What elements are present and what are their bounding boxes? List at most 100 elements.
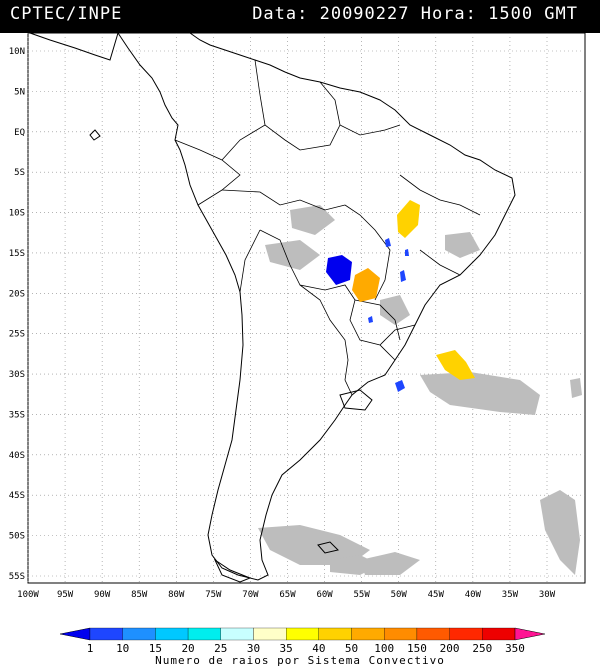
colorbar-value: 15	[148, 642, 162, 655]
lon-label: 90W	[94, 590, 111, 600]
colorbar-segment	[416, 627, 450, 641]
border	[339, 124, 401, 136]
lat-label: 30S	[9, 370, 25, 380]
coast-inlet	[339, 389, 373, 411]
colorbar-value: 40	[312, 642, 326, 655]
lon-label: 65W	[279, 590, 296, 600]
lat-label: 40S	[9, 451, 25, 461]
convective-systems	[326, 200, 475, 392]
lon-label: 95W	[57, 590, 74, 600]
colorbar-segment	[122, 627, 156, 641]
lon-label: 45W	[428, 590, 445, 600]
system-blue-small	[385, 238, 391, 247]
lat-label: 10S	[9, 209, 25, 219]
colorbar-segment	[318, 627, 352, 641]
tierra-del-fuego	[213, 558, 252, 583]
cloud-patch	[380, 295, 410, 325]
cloud-patch	[360, 552, 420, 575]
lat-label: 45S	[9, 491, 25, 501]
lon-label: 80W	[168, 590, 185, 600]
cloud-patch	[420, 372, 540, 415]
system-yellow-ocean	[436, 350, 475, 380]
system-yellow-north	[397, 200, 420, 238]
border	[344, 204, 391, 301]
map-frame-border	[27, 32, 586, 584]
border	[399, 174, 481, 216]
colorbar-arrow-left	[59, 627, 91, 641]
colorbar-value: 200	[439, 642, 460, 655]
colorbar	[59, 627, 546, 641]
lat-label: 55S	[9, 572, 25, 582]
lat-label: 10N	[9, 47, 25, 57]
cloud-patch	[258, 525, 370, 565]
colorbar-segment	[384, 627, 418, 641]
south-america-coast	[117, 32, 516, 581]
border	[221, 189, 346, 211]
lat-label: 5S	[14, 168, 25, 178]
system-blue-small	[405, 249, 409, 256]
lat-label: 50S	[9, 532, 25, 542]
coastlines	[29, 32, 516, 583]
cloud-patch	[540, 490, 580, 575]
lon-label: 100W	[17, 590, 39, 600]
border	[379, 324, 416, 346]
system-orange-central	[352, 268, 380, 302]
lat-label: 20S	[9, 289, 25, 299]
latitude-labels: 10N 5N EQ 5S 10S 15S 20S 25S 30S 35S 40S 45S 50S 55S	[9, 47, 25, 582]
cloud-cover	[258, 205, 582, 575]
system-blue-south	[395, 380, 405, 392]
colorbar-value: 1	[86, 642, 94, 655]
lon-label: 35W	[502, 590, 519, 600]
cloud-patch	[290, 205, 335, 235]
colorbar-caption: Numero de raios por Sistema Convectivo	[155, 654, 445, 667]
colorbar-value: 250	[472, 642, 493, 655]
colorbar-segment	[220, 627, 254, 641]
border	[239, 229, 261, 293]
country-borders	[174, 59, 481, 396]
lon-label: 55W	[354, 590, 371, 600]
central-america-coast	[29, 32, 119, 61]
colorbar-arrow-right	[514, 627, 546, 641]
colorbar-segment	[351, 627, 385, 641]
galapagos-islands	[89, 129, 101, 141]
border	[221, 124, 266, 161]
border	[259, 229, 396, 361]
border	[419, 249, 461, 276]
colorbar-segment	[155, 627, 189, 641]
border	[254, 59, 341, 151]
colorbar-segment	[89, 627, 123, 641]
colorbar-value: 150	[406, 642, 427, 655]
colorbar-value: 50	[344, 642, 359, 655]
system-blue-west	[326, 255, 352, 285]
lat-label: EQ	[14, 128, 25, 138]
falkland-islands	[317, 541, 339, 554]
graticule	[27, 33, 585, 583]
lon-label: 60W	[316, 590, 333, 600]
cloud-patch	[265, 240, 320, 270]
longitude-labels: 100W 95W 90W 85W 80W 75W 70W 65W 60W 55W 50W 45W 40W…	[17, 590, 556, 600]
lat-label: 15S	[9, 249, 25, 259]
cloud-patch	[445, 232, 480, 258]
border	[354, 299, 401, 341]
colorbar-value: 20	[181, 642, 195, 655]
lon-label: 50W	[391, 590, 408, 600]
source-title: CPTEC/INPE	[10, 4, 123, 24]
colorbar-value: 25	[214, 642, 228, 655]
colorbar-value: 100	[374, 642, 395, 655]
colorbar-segment	[187, 627, 221, 641]
colorbar-value: 10	[116, 642, 130, 655]
lon-label: 40W	[465, 590, 482, 600]
lat-label: 5N	[14, 87, 25, 97]
lon-label: 75W	[205, 590, 222, 600]
lon-label: 30W	[539, 590, 556, 600]
datetime-title: Data: 20090227 Hora: 1500 GMT	[252, 4, 578, 24]
colorbar-segment	[286, 627, 319, 641]
lat-label: 25S	[9, 330, 25, 340]
colorbar-value: 30	[246, 642, 261, 655]
border	[174, 139, 241, 206]
colorbar-value: 350	[505, 642, 525, 655]
lat-label: 35S	[9, 410, 25, 420]
system-blue-small	[400, 270, 406, 282]
system-blue-small	[368, 316, 373, 323]
